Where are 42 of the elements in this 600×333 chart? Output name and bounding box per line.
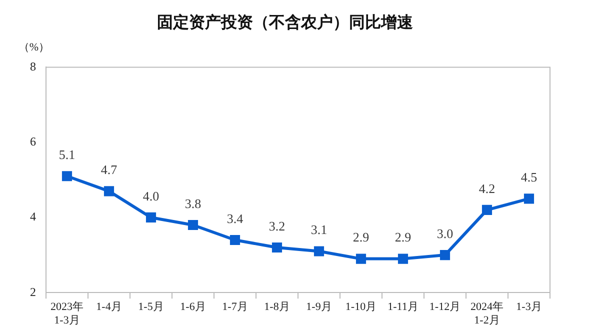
data-label: 4.0 [142, 188, 160, 204]
data-label: 2.9 [394, 230, 412, 245]
y-tick-label: 2 [30, 284, 36, 299]
point [230, 234, 240, 246]
data-label: 4.2 [478, 180, 496, 196]
data-label: 2.9 [352, 230, 370, 245]
x-tick-label: 1-7月 [222, 301, 248, 314]
point [398, 254, 408, 264]
data-label: 4.5 [520, 170, 538, 185]
y-tick-label: 8 [30, 59, 36, 74]
y-tick-label: 6 [30, 134, 36, 148]
data-label: 3.1 [310, 222, 328, 238]
x-tick-label: 2023年 1-3月 [50, 301, 84, 326]
point [482, 204, 492, 215]
point [146, 212, 156, 222]
data-label: 3.2 [268, 218, 286, 234]
y-tick-label: 4 [30, 210, 36, 224]
data-label: 3.4 [226, 210, 244, 226]
point [314, 246, 324, 256]
x-tick-label: 1-6月 [180, 301, 206, 314]
point [440, 250, 450, 260]
x-tick-label: 2024年 1-2月 [470, 301, 504, 326]
chart-title: 固定资产投资（不含农户）同比增速 [157, 14, 414, 32]
data-label: 5.1 [58, 147, 76, 162]
data-label: 3.8 [184, 196, 202, 211]
x-tick-label: 1-10月 [345, 301, 377, 314]
x-tick-label: 1-3月 [516, 301, 542, 314]
x-tick-label: 1-9月 [306, 301, 332, 314]
x-tick-label: 1-11月 [388, 301, 418, 314]
point [188, 220, 198, 230]
point [272, 242, 282, 253]
x-tick-label: 1-8月 [264, 301, 290, 314]
data-label: 3.0 [436, 226, 454, 241]
point [104, 186, 114, 196]
x-tick-label: 1-12月 [429, 301, 461, 314]
y-axis-title: （%） [18, 42, 50, 54]
data-label: 4.7 [100, 162, 118, 178]
x-tick-label: 1-4月 [96, 301, 122, 314]
x-tick-label: 1-5月 [138, 301, 164, 314]
point [62, 171, 72, 182]
point [524, 194, 534, 204]
point [356, 254, 366, 264]
